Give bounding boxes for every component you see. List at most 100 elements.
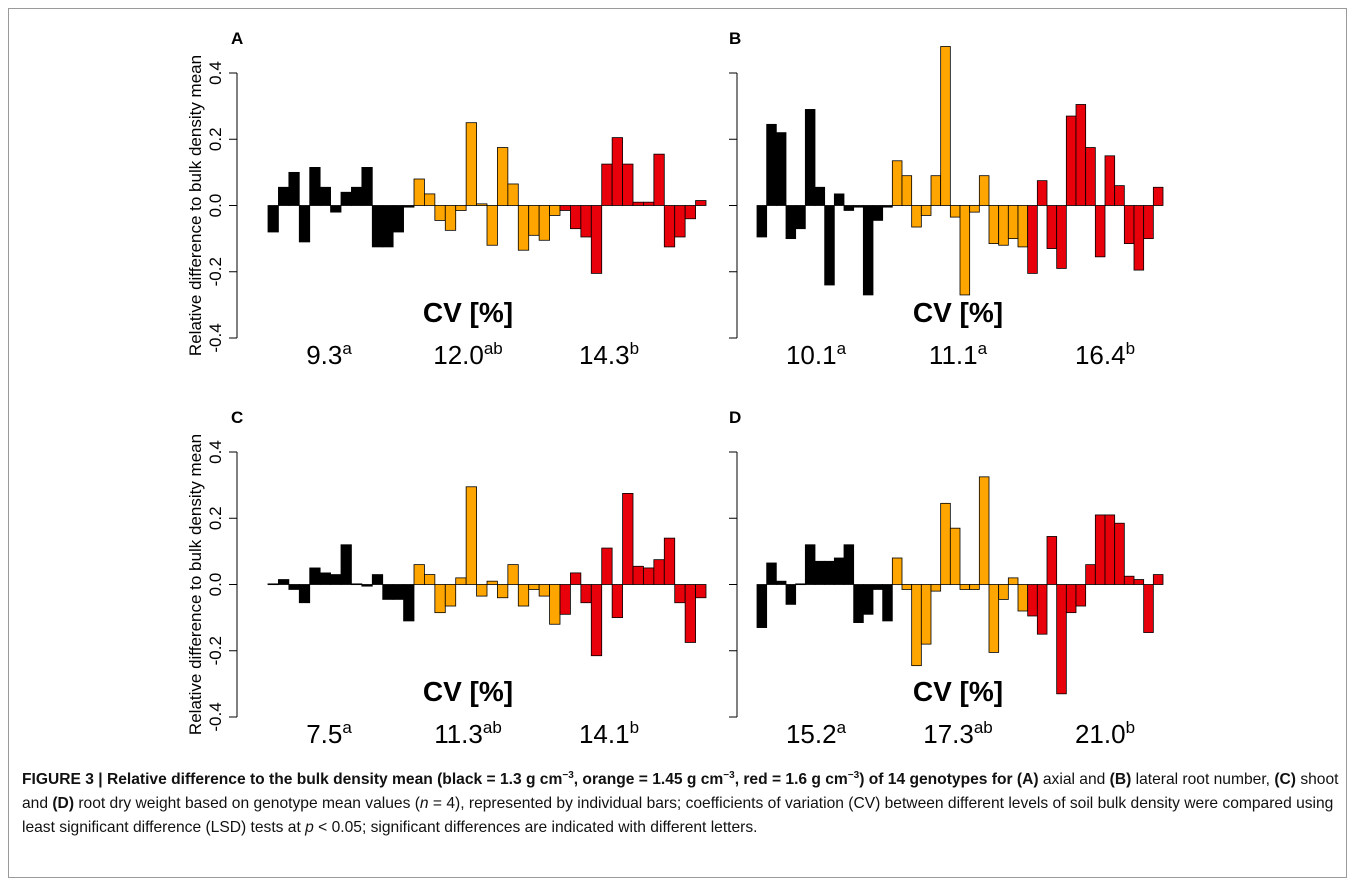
bar bbox=[382, 584, 394, 600]
cv-number: 7.5 bbox=[306, 719, 342, 749]
bar bbox=[684, 584, 696, 643]
bar bbox=[901, 584, 913, 590]
bar bbox=[663, 537, 676, 585]
bar bbox=[843, 205, 855, 211]
bar bbox=[940, 502, 951, 585]
y-tick-label: -0.2 bbox=[206, 636, 225, 665]
bar bbox=[998, 205, 1009, 246]
cv-value: 14.3b bbox=[579, 339, 639, 370]
bar bbox=[998, 584, 1009, 600]
cv-value: 12.0ab bbox=[433, 339, 503, 370]
bar bbox=[862, 205, 874, 296]
bar bbox=[1007, 205, 1019, 240]
bar bbox=[632, 565, 644, 585]
bar bbox=[382, 205, 394, 248]
bar bbox=[424, 193, 436, 206]
bar bbox=[528, 584, 540, 590]
bar bbox=[1065, 584, 1077, 614]
bar bbox=[978, 175, 990, 206]
bar bbox=[988, 205, 1000, 244]
bar bbox=[476, 203, 488, 206]
cv-value: 16.4b bbox=[1075, 339, 1135, 370]
cv-letter: a bbox=[342, 718, 352, 737]
bar bbox=[1085, 147, 1096, 206]
cv-letter: ab bbox=[974, 718, 993, 737]
bar bbox=[455, 205, 467, 211]
bar bbox=[766, 562, 777, 585]
bar bbox=[403, 205, 415, 208]
bar bbox=[1036, 180, 1048, 206]
cv-value: 14.1b bbox=[579, 718, 639, 749]
y-axis-label: Relative difference to bulk density mean bbox=[186, 55, 205, 356]
bar bbox=[920, 584, 932, 645]
panel-label: D bbox=[729, 408, 741, 427]
caption-text: FIGURE 3 | Relative difference to the bu… bbox=[22, 771, 563, 788]
bar bbox=[267, 583, 279, 586]
bar bbox=[590, 584, 603, 657]
bar bbox=[309, 567, 321, 585]
y-tick-label: 0.0 bbox=[206, 573, 225, 597]
bar bbox=[756, 584, 768, 628]
caption-text: −3 bbox=[562, 769, 574, 781]
bar bbox=[1056, 584, 1067, 695]
bar bbox=[1123, 205, 1135, 244]
cv-value: 21.0b bbox=[1075, 718, 1135, 749]
bar bbox=[684, 205, 696, 220]
cv-letter: ab bbox=[483, 718, 502, 737]
bar bbox=[872, 205, 884, 221]
bar bbox=[1104, 514, 1116, 585]
bar bbox=[853, 584, 864, 623]
caption: FIGURE 3 | Relative difference to the bu… bbox=[22, 768, 1342, 840]
bar bbox=[1007, 577, 1019, 585]
bar bbox=[766, 123, 777, 206]
cv-value: 11.3ab bbox=[434, 718, 502, 749]
bar bbox=[570, 205, 582, 230]
bar bbox=[476, 584, 488, 597]
cv-number: 14.3 bbox=[579, 340, 630, 370]
bar bbox=[1075, 104, 1087, 206]
panel: BCV [%]10.1a 11.1a 16.4b bbox=[729, 29, 1164, 370]
bar bbox=[1036, 584, 1048, 635]
bar bbox=[1114, 522, 1125, 585]
bar bbox=[695, 584, 707, 599]
cv-letter: b bbox=[630, 339, 639, 358]
bar bbox=[538, 584, 550, 597]
bar bbox=[653, 153, 665, 206]
y-tick-label: 0.4 bbox=[206, 61, 225, 85]
bar bbox=[517, 205, 530, 251]
bar bbox=[824, 560, 835, 585]
bar bbox=[559, 205, 571, 211]
bar bbox=[1133, 579, 1145, 585]
caption-text: (B) bbox=[1109, 771, 1132, 788]
bar bbox=[278, 186, 290, 206]
bar bbox=[775, 132, 787, 206]
bar bbox=[465, 486, 477, 585]
bar bbox=[1017, 205, 1029, 248]
bar bbox=[340, 544, 352, 585]
cv-letter: a bbox=[342, 339, 352, 358]
bar bbox=[940, 46, 951, 206]
cv-letter: a bbox=[837, 339, 847, 358]
cv-number: 16.4 bbox=[1075, 340, 1126, 370]
bar bbox=[824, 205, 835, 286]
bar bbox=[653, 559, 665, 585]
panel-label: C bbox=[231, 408, 243, 427]
bar bbox=[872, 584, 884, 590]
bar bbox=[424, 574, 436, 585]
cv-value: 11.1a bbox=[929, 339, 988, 370]
cv-value: 9.3a bbox=[306, 339, 352, 370]
cv-letter: b bbox=[630, 718, 639, 737]
bar bbox=[1123, 575, 1135, 585]
bar bbox=[969, 205, 980, 213]
caption-text: , orange = 1.45 g cm bbox=[573, 771, 724, 788]
bar bbox=[528, 205, 540, 236]
cv-heading: CV [%] bbox=[423, 297, 513, 328]
bar bbox=[1075, 584, 1087, 607]
bar bbox=[580, 205, 592, 238]
bar bbox=[804, 109, 816, 206]
bar bbox=[804, 544, 816, 585]
panel-label: B bbox=[729, 29, 741, 48]
bar bbox=[298, 584, 311, 604]
bar bbox=[1046, 205, 1058, 249]
